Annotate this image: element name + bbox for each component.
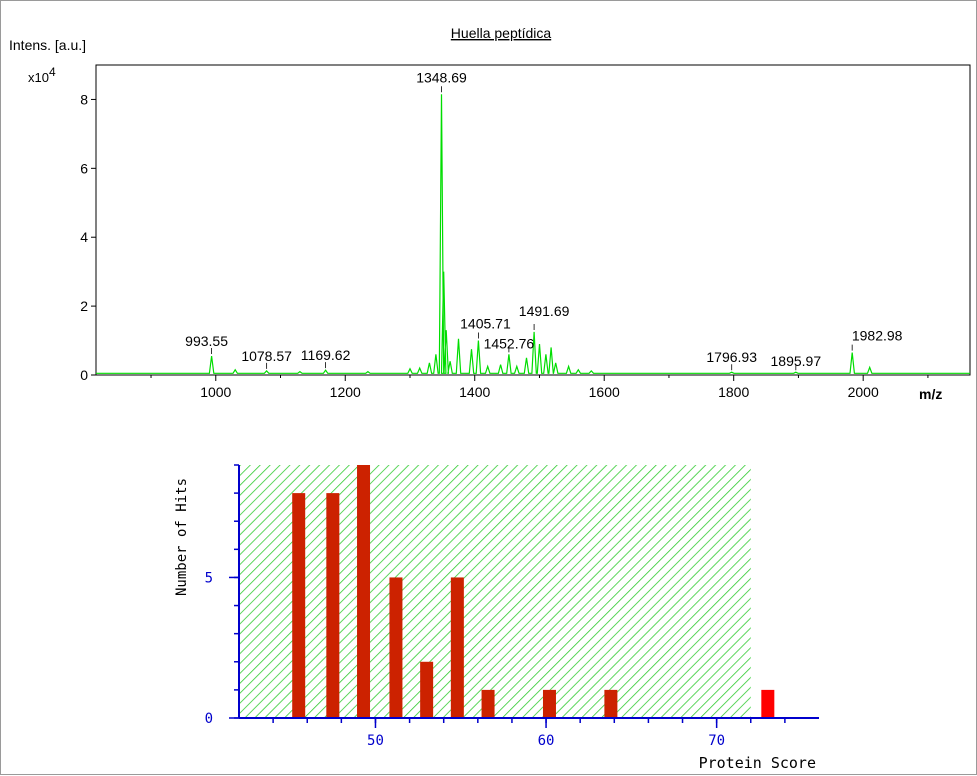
histogram-y-axis-label: Number of Hits [174, 478, 190, 596]
spectrum-x-tick-label: 2000 [848, 384, 879, 400]
histogram-x-axis-label: Protein Score [699, 754, 816, 772]
mass-spectrum-chart: Huella peptídica Intens. [a.u.] x104 m/z… [9, 25, 971, 402]
histogram-bar [326, 493, 340, 718]
spectrum-y-multiplier: x104 [28, 65, 56, 85]
spectrum-x-tick-label: 1800 [718, 384, 749, 400]
histogram-bar [292, 493, 306, 718]
spectrum-x-tick-label: 1200 [330, 384, 361, 400]
non-significant-region [239, 465, 751, 718]
spectrum-peak-label: 1452.76 [484, 335, 535, 351]
spectrum-peak-label: 1405.71 [460, 316, 511, 332]
histogram-axes: 0 5 50 60 70 [205, 464, 819, 749]
histogram-bar [357, 465, 371, 718]
histogram-bar [604, 689, 618, 718]
spectrum-peak-label: 1982.98 [852, 328, 903, 344]
spectrum-plot-frame [95, 64, 971, 376]
spectrum-title: Huella peptídica [451, 25, 552, 41]
spectrum-peak-label: 1078.57 [241, 348, 292, 364]
histogram-bar [450, 577, 464, 718]
spectrum-peak-labels: 993.55 1078.57 1169.62 1348.69 1405.71 1452.7… [185, 69, 903, 371]
spectrum-peak-label: 1169.62 [301, 347, 351, 363]
histogram-bar [420, 661, 434, 718]
histogram-x-tick-label: 60 [538, 733, 555, 749]
protein-score-histogram: 0 5 50 60 70 Number of Hits Protein Score [174, 464, 819, 772]
spectrum-trace [96, 94, 970, 374]
spectrum-y-tick-label: 2 [80, 298, 88, 314]
spectrum-y-tick-label: 8 [80, 91, 88, 107]
spectrum-x-tick-label: 1600 [589, 384, 620, 400]
spectrum-y-tick-label: 0 [80, 367, 88, 383]
spectrum-y-multiplier-exponent: 4 [49, 65, 56, 79]
histogram-y-tick-label: 0 [205, 711, 213, 727]
spectrum-y-tick-label: 6 [80, 160, 88, 176]
significant-hit-bar [761, 689, 775, 718]
spectrum-y-ticks: 0 2 4 6 8 [80, 91, 96, 383]
spectrum-x-axis-label: m/z [919, 386, 942, 402]
spectrum-x-tick-label: 1400 [459, 384, 490, 400]
histogram-x-tick-label: 50 [367, 733, 384, 749]
spectrum-x-tick-label: 1000 [200, 384, 231, 400]
spectrum-y-axis-label: Intens. [a.u.] [9, 37, 86, 53]
spectrum-peak-label: 1348.69 [416, 69, 467, 85]
histogram-bar [389, 577, 403, 718]
histogram-bar [481, 689, 495, 718]
spectrum-peak-label: 1796.93 [706, 349, 757, 365]
spectrum-peak-label: 1491.69 [519, 303, 570, 319]
spectrum-x-ticks: 1000 1200 1400 1600 1800 2000 [150, 375, 929, 400]
histogram-y-tick-label: 5 [205, 570, 213, 586]
spectrum-y-tick-label: 4 [80, 229, 88, 245]
histogram-bars [292, 465, 775, 718]
spectrum-y-multiplier-base: x10 [28, 70, 49, 85]
spectrum-peak-label: 1895.97 [771, 353, 822, 369]
histogram-bar [542, 689, 556, 718]
spectrum-peak-label: 993.55 [185, 333, 228, 349]
histogram-x-tick-label: 70 [708, 733, 725, 749]
